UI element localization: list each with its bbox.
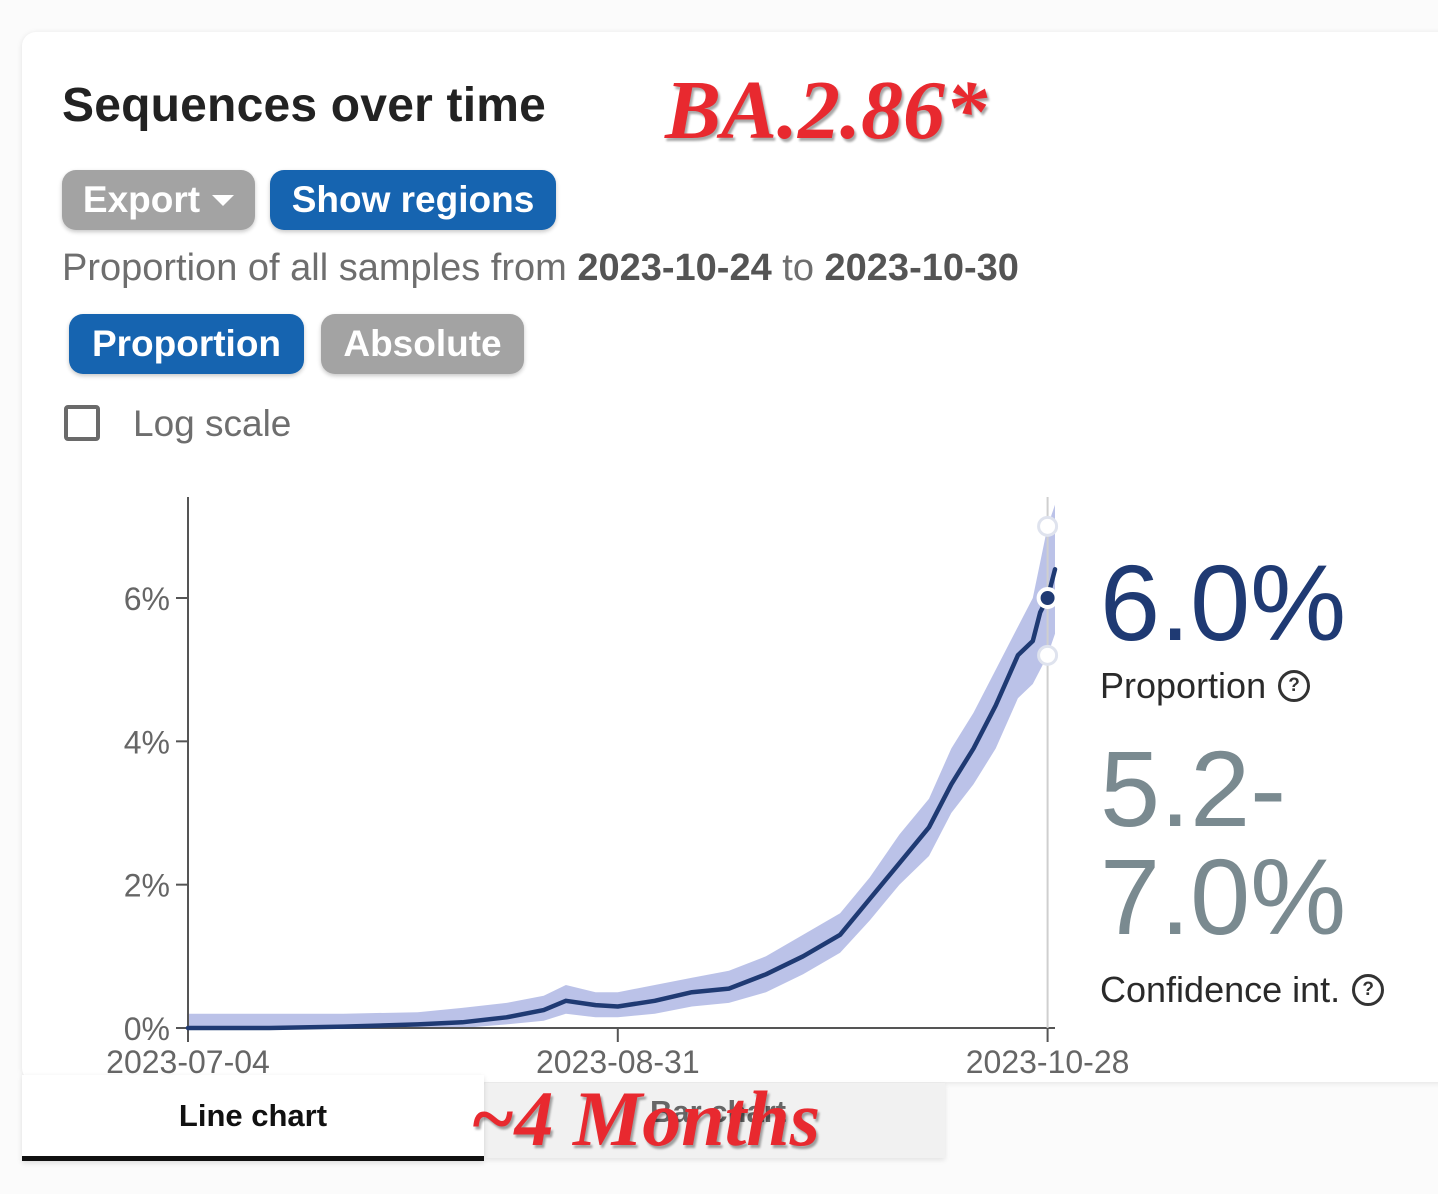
y-tick-label: 4%	[124, 724, 170, 760]
y-tick-label: 0%	[124, 1011, 170, 1047]
proportion-value: 6.0%	[1100, 542, 1347, 663]
ci-lower-point	[1037, 644, 1059, 666]
help-icon[interactable]: ?	[1352, 974, 1385, 1006]
export-button[interactable]: Export	[62, 170, 255, 230]
tab-line-chart-label: Line chart	[178, 1097, 328, 1133]
tab-bar-chart[interactable]: Bar chart	[650, 1094, 787, 1129]
date-range-description: Proportion of all samples from 2023-10-2…	[62, 247, 1019, 290]
x-tick-label: 2023-10-28	[966, 1044, 1130, 1080]
confidence-band	[188, 504, 1055, 1028]
description-prefix: Proportion of all samples from	[62, 247, 578, 289]
proportion-point	[1036, 587, 1059, 609]
tab-line-chart[interactable]: Line chart	[22, 1075, 484, 1161]
log-scale-label[interactable]: Log scale	[133, 403, 292, 444]
variant-annotation: BA.2.86*	[665, 64, 988, 157]
proportion-toggle[interactable]: Proportion	[69, 314, 304, 374]
help-icon[interactable]: ?	[1278, 670, 1311, 702]
description-middle: to	[771, 247, 825, 289]
confidence-interval-label: Confidence int. ?	[1100, 969, 1385, 1011]
ci-upper-point	[1037, 515, 1059, 537]
proportion-toggle-label: Proportion	[91, 323, 282, 364]
date-from: 2023-10-24	[577, 247, 772, 289]
x-tick-label: 2023-07-04	[106, 1044, 270, 1080]
sequences-card	[22, 32, 1438, 1082]
ci-line-1: 5.2-	[1100, 728, 1287, 849]
show-regions-label: Show regions	[291, 179, 535, 220]
export-label: Export	[82, 179, 201, 220]
absolute-toggle-label: Absolute	[343, 323, 502, 364]
caret-down-icon	[212, 194, 235, 206]
date-to: 2023-10-30	[824, 247, 1019, 289]
x-tick-label: 2023-08-31	[536, 1044, 700, 1080]
confidence-interval-value: 5.2- 7.0%	[1100, 735, 1346, 951]
y-tick-label: 2%	[124, 868, 170, 904]
y-tick-label: 6%	[124, 581, 170, 617]
proportion-stat-label: Proportion ?	[1100, 665, 1311, 707]
log-scale-checkbox[interactable]	[64, 405, 100, 441]
ci-stat-text: Confidence int.	[1100, 969, 1341, 1010]
proportion-stat-text: Proportion	[1100, 665, 1267, 706]
series-line	[185, 567, 1058, 1031]
show-regions-button[interactable]: Show regions	[270, 170, 556, 230]
ci-line-2: 7.0%	[1100, 836, 1347, 957]
duration-annotation: ~4 Months	[470, 1075, 821, 1162]
absolute-toggle[interactable]: Absolute	[321, 314, 524, 374]
page-title: Sequences over time	[62, 79, 547, 132]
tab-bar-background	[485, 1083, 945, 1158]
